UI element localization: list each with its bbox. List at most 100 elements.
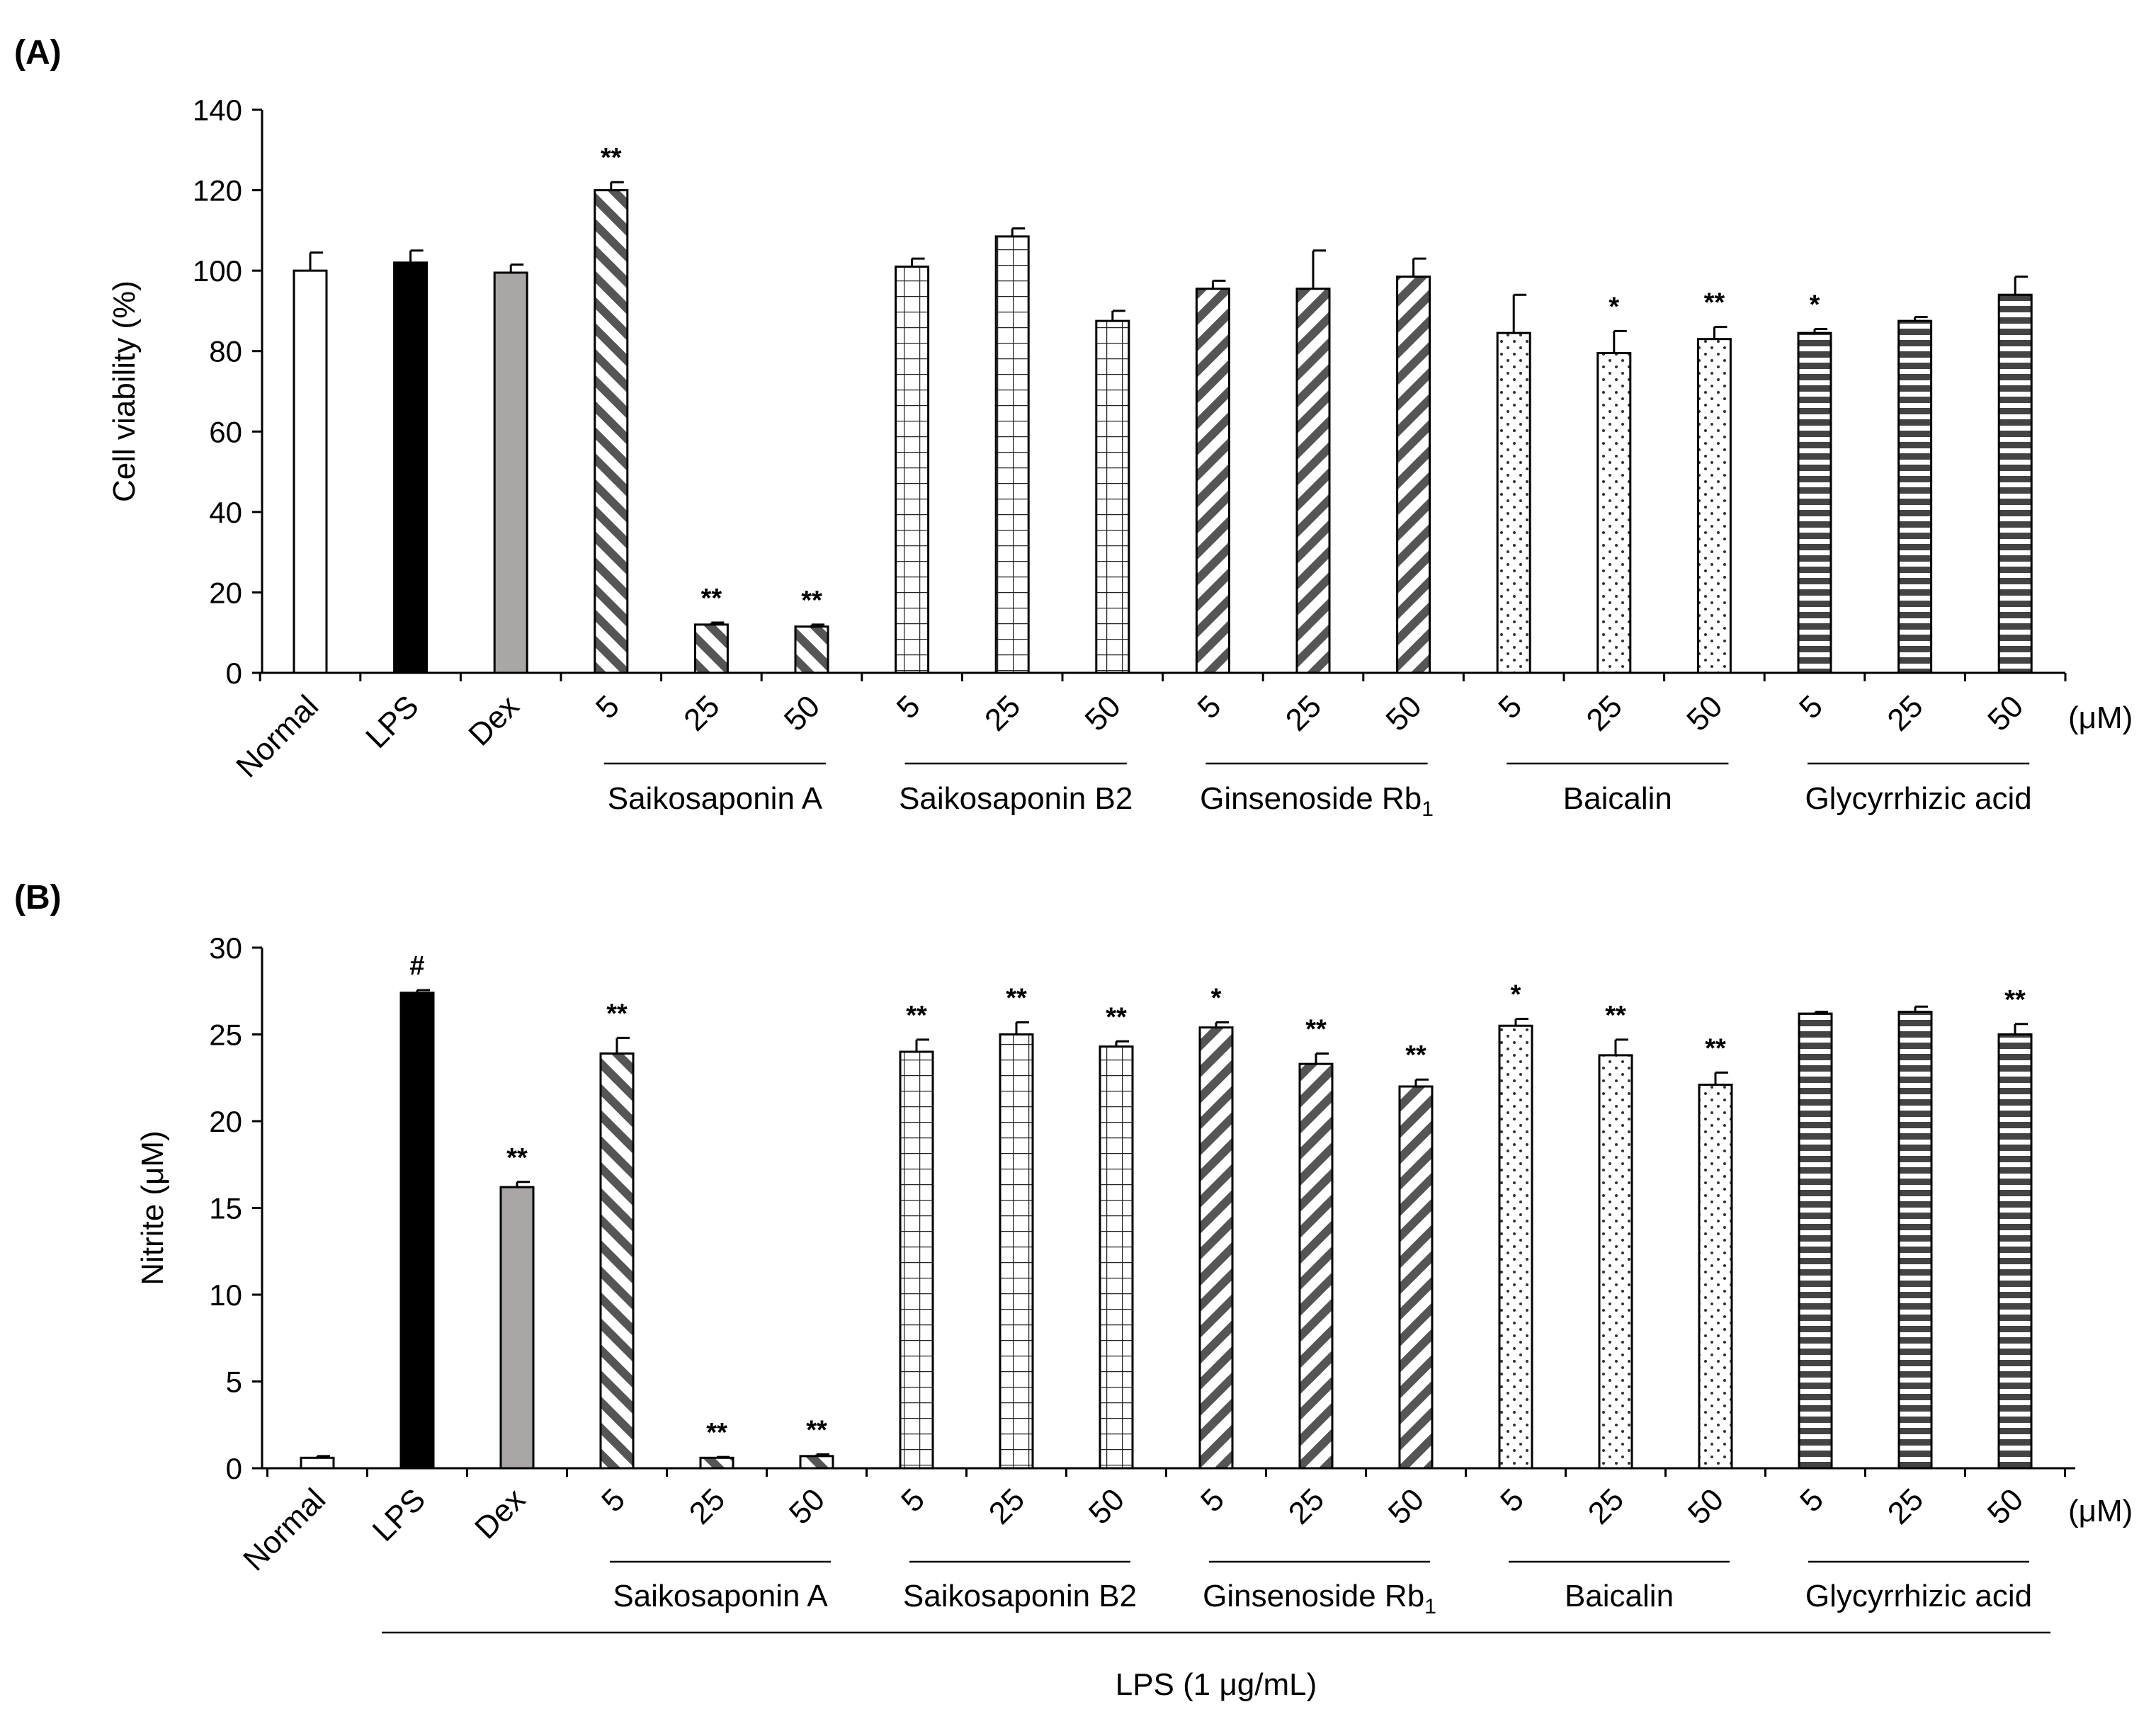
y-tick-label: 40 bbox=[209, 496, 242, 529]
x-tick-label: 5 bbox=[1191, 688, 1228, 725]
significance-label: ** bbox=[806, 1415, 827, 1445]
bar bbox=[594, 189, 629, 674]
x-tick-label: 5 bbox=[1492, 688, 1528, 725]
bar bbox=[393, 261, 429, 674]
x-tick-label: 25 bbox=[677, 688, 726, 737]
bar bbox=[1295, 288, 1331, 674]
bar bbox=[1696, 338, 1732, 674]
x-tick-label: Dex bbox=[462, 688, 526, 752]
significance-label: * bbox=[1810, 290, 1820, 319]
x-tick-label: 5 bbox=[1793, 1482, 1830, 1519]
bar bbox=[1496, 331, 1531, 674]
y-tick-label: 30 bbox=[209, 931, 242, 965]
bar bbox=[693, 623, 729, 674]
x-tick-label: 50 bbox=[778, 688, 827, 737]
significance-label: ** bbox=[601, 143, 622, 173]
lps-bracket-label: LPS (1 μg/mL) bbox=[1116, 1667, 1317, 1702]
group-label: Ginsenoside Rb1 bbox=[1200, 781, 1434, 821]
x-tick-label: LPS bbox=[366, 1482, 432, 1548]
significance-label: ** bbox=[701, 584, 722, 613]
significance-label: * bbox=[1609, 292, 1619, 322]
bar bbox=[1598, 1054, 1633, 1470]
bar bbox=[1396, 276, 1431, 674]
group-label: Saikosaponin B2 bbox=[899, 781, 1133, 816]
group-label: Ginsenoside Rb1 bbox=[1203, 1579, 1436, 1618]
x-tick-label: 5 bbox=[595, 1482, 632, 1519]
bar bbox=[1596, 352, 1632, 674]
bar bbox=[994, 235, 1030, 674]
bar bbox=[399, 992, 435, 1470]
bar bbox=[1897, 1011, 1933, 1470]
y-tick-label: 20 bbox=[209, 1105, 242, 1138]
x-tick-label: 50 bbox=[783, 1482, 832, 1531]
group-label: Glycyrrhizic acid bbox=[1805, 1579, 2032, 1613]
panel-label: (B) bbox=[14, 879, 62, 916]
bar bbox=[1698, 1084, 1733, 1470]
bar bbox=[1099, 1045, 1134, 1470]
group-label: Glycyrrhizic acid bbox=[1805, 781, 2031, 816]
x-tick-label: 50 bbox=[1379, 688, 1428, 737]
significance-label: ** bbox=[606, 999, 628, 1028]
y-tick-label: 100 bbox=[193, 254, 242, 288]
y-tick-label: 140 bbox=[193, 93, 242, 127]
bar bbox=[899, 1050, 934, 1470]
x-tick-label: Dex bbox=[468, 1482, 532, 1545]
y-tick-label: 80 bbox=[209, 335, 242, 368]
x-tick-label: 50 bbox=[1082, 1482, 1131, 1531]
x-tick-label: 25 bbox=[1279, 688, 1328, 737]
bar bbox=[1498, 1024, 1533, 1470]
bar bbox=[699, 1456, 734, 1470]
x-tick-label: 5 bbox=[1194, 1482, 1231, 1519]
significance-label: ** bbox=[1305, 1014, 1327, 1044]
y-tick-label: 5 bbox=[226, 1366, 242, 1399]
significance-label: * bbox=[1511, 980, 1521, 1009]
panel-label: (A) bbox=[14, 34, 62, 72]
bar bbox=[1398, 1085, 1434, 1470]
y-tick-label: 20 bbox=[209, 576, 242, 609]
significance-label: ** bbox=[706, 1418, 727, 1448]
significance-label: ** bbox=[1705, 1033, 1726, 1063]
y-axis-title: Nitrite (μM) bbox=[135, 1130, 170, 1285]
y-tick-label: 15 bbox=[209, 1192, 242, 1225]
x-tick-label: Normal bbox=[237, 1482, 332, 1577]
y-tick-label: 60 bbox=[209, 415, 242, 448]
bar bbox=[1897, 319, 1933, 674]
unit-label: (μM) bbox=[2068, 1494, 2133, 1528]
group-label: Baicalin bbox=[1563, 781, 1672, 816]
x-tick-label: 5 bbox=[589, 688, 626, 725]
y-tick-label: 0 bbox=[226, 657, 242, 690]
group-label: Saikosaponin A bbox=[613, 1579, 828, 1613]
bar bbox=[1798, 1012, 1833, 1470]
significance-label: ** bbox=[1106, 1002, 1127, 1032]
bar bbox=[895, 265, 930, 674]
significance-label: # bbox=[409, 951, 424, 981]
x-tick-label: 5 bbox=[1494, 1482, 1531, 1519]
x-tick-label: 25 bbox=[1582, 1482, 1630, 1531]
x-tick-label: 25 bbox=[978, 688, 1027, 737]
x-tick-label: 50 bbox=[1681, 1482, 1730, 1531]
x-tick-label: 50 bbox=[1079, 688, 1128, 737]
bar bbox=[1195, 288, 1230, 674]
x-tick-label: 5 bbox=[1793, 688, 1829, 725]
x-tick-label: 25 bbox=[1880, 688, 1929, 737]
x-tick-label: 50 bbox=[1981, 688, 2030, 737]
group-label: Saikosaponin A bbox=[608, 781, 823, 816]
panel-a-chart: (A) 0 20 40 60 80 100 120 140 Cell viability (%) N… bbox=[14, 34, 2133, 821]
y-tick-label: 25 bbox=[209, 1018, 242, 1052]
x-tick-label: 25 bbox=[982, 1482, 1031, 1531]
significance-label: ** bbox=[1605, 1001, 1626, 1031]
bar bbox=[499, 1186, 535, 1470]
bar bbox=[794, 625, 829, 674]
significance-label: * bbox=[1211, 983, 1222, 1013]
x-tick-label: 25 bbox=[1881, 1482, 1930, 1531]
x-tick-label: 50 bbox=[1382, 1482, 1431, 1531]
x-tick-label: 50 bbox=[1981, 1482, 2030, 1531]
x-tick-label: LPS bbox=[359, 688, 425, 754]
bar bbox=[1997, 1033, 2033, 1470]
significance-label: ** bbox=[506, 1143, 528, 1173]
bar bbox=[999, 1033, 1034, 1470]
group-label: Baicalin bbox=[1565, 1579, 1674, 1613]
y-tick-label: 0 bbox=[226, 1452, 242, 1485]
group-label: Saikosaponin B2 bbox=[903, 1579, 1137, 1613]
